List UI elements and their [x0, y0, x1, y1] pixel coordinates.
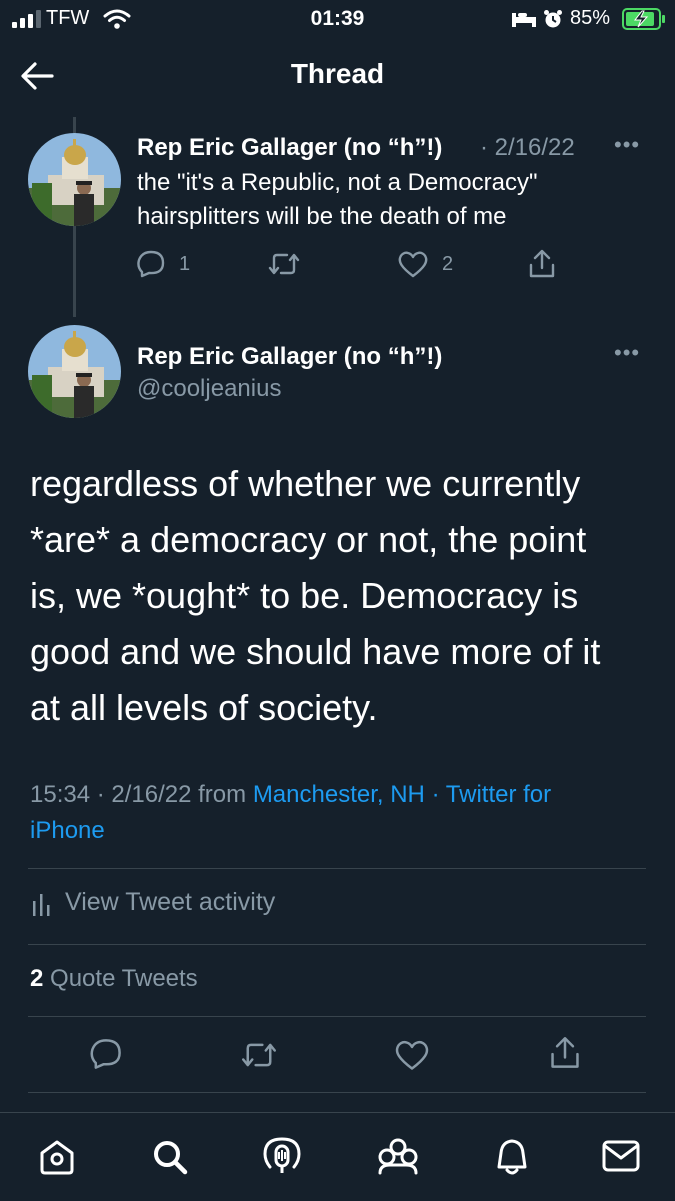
tweet-body: regardless of whether we currently *are*…: [30, 456, 650, 736]
tweet-body-line: is, we *ought* to be. Democracy is: [30, 575, 579, 616]
carrier-label: TFW: [46, 7, 90, 29]
battery-percent: 85%: [570, 7, 611, 29]
page-title: Thread: [290, 58, 385, 89]
reply-icon[interactable]: [136, 250, 166, 278]
avatar-photo: [28, 325, 121, 418]
source-link[interactable]: iPhone: [30, 817, 105, 844]
tweet-timestamp: 15:34 · 2/16/22: [30, 781, 192, 808]
retweet-icon[interactable]: [268, 250, 300, 278]
tweet-body-line: at all levels of society.: [30, 687, 378, 728]
more-options-icon[interactable]: •••: [614, 132, 641, 157]
parent-tweet-text[interactable]: the "it's a Republic, not a Democracy" h…: [137, 166, 657, 234]
like-count: 2: [442, 253, 454, 275]
reply-count: 1: [179, 253, 191, 275]
avatar[interactable]: [28, 133, 121, 226]
clock: 01:39: [310, 7, 365, 30]
spaces-icon[interactable]: [262, 1135, 302, 1177]
wifi-icon: [103, 9, 131, 29]
thread-header: Thread: [0, 48, 675, 108]
sleep-mode-icon: [512, 13, 536, 27]
tweet-author-name[interactable]: Rep Eric Gallager (no “h”!): [137, 343, 443, 370]
search-icon[interactable]: [150, 1137, 190, 1177]
avatar-photo: [28, 133, 121, 226]
parent-tweet-text-line: hairsplitters will be the death of me: [137, 203, 507, 230]
signal-icon: [12, 10, 41, 28]
more-options-icon[interactable]: •••: [614, 340, 641, 365]
tweet-body-line: *are* a democracy or not, the point: [30, 519, 587, 560]
share-icon[interactable]: [549, 1036, 581, 1070]
quote-tweets-label: Quote Tweets: [50, 965, 198, 992]
divider: [28, 1016, 646, 1017]
notifications-bell-icon[interactable]: [492, 1135, 532, 1177]
analytics-icon: [33, 894, 50, 916]
share-icon[interactable]: [528, 249, 556, 279]
tweet-body-line: good and we should have more of it: [30, 631, 601, 672]
quote-tweets-count: 2: [30, 965, 44, 992]
back-arrow-icon[interactable]: [20, 61, 54, 91]
like-icon[interactable]: [398, 251, 428, 278]
parent-tweet-author-name[interactable]: Rep Eric Gallager (no “h”!): [137, 134, 443, 161]
alarm-icon: [544, 10, 562, 28]
parent-tweet-text-line: the "it's a Republic, not a Democracy": [137, 169, 538, 196]
divider: [28, 944, 646, 945]
location-link[interactable]: Manchester, NH: [252, 781, 425, 808]
divider: [28, 1092, 646, 1093]
divider: [28, 868, 646, 869]
avatar[interactable]: [28, 325, 121, 418]
retweet-icon[interactable]: [241, 1039, 277, 1071]
tweet-metadata: 15:34 · 2/16/22 from Manchester, NH · Tw…: [30, 777, 650, 849]
tweet-author-handle[interactable]: @cooljeanius: [137, 375, 282, 402]
from-label: from: [198, 781, 247, 808]
parent-tweet-date: · 2/16/22: [480, 134, 575, 161]
reply-icon[interactable]: [89, 1038, 123, 1070]
like-icon[interactable]: [395, 1040, 429, 1071]
communities-icon[interactable]: [376, 1135, 420, 1177]
view-tweet-activity-label: View Tweet activity: [65, 888, 276, 916]
battery-charging-icon: [622, 8, 665, 30]
source-link[interactable]: · Twitter for: [431, 781, 552, 808]
messages-envelope-icon[interactable]: [601, 1139, 641, 1173]
quote-tweets-link[interactable]: 2 Quote Tweets: [30, 965, 198, 993]
tweet-body-line: regardless of whether we currently: [30, 463, 581, 504]
home-icon[interactable]: [37, 1137, 77, 1177]
status-bar: TFW 01:39 85%: [0, 0, 675, 40]
bottom-tab-bar: [0, 1112, 675, 1201]
